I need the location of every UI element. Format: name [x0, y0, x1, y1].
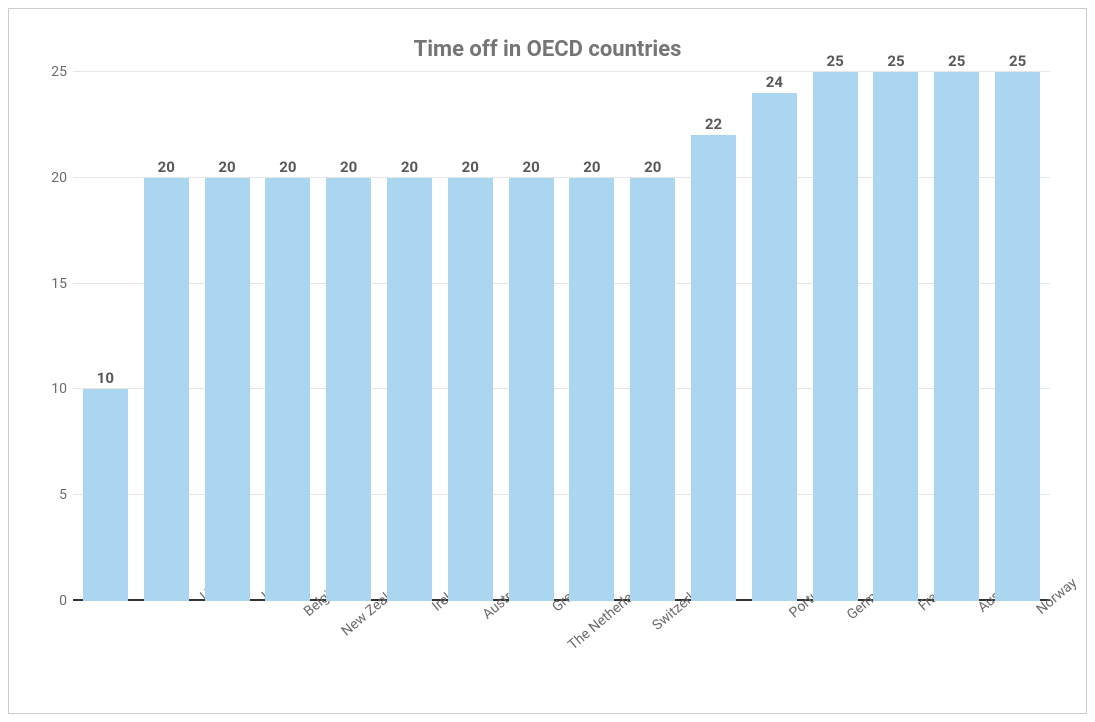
- bar-slot: 25: [866, 72, 927, 601]
- bar: 20: [387, 178, 432, 601]
- bar-value-label: 20: [218, 158, 235, 176]
- bar-slot: 22: [683, 72, 744, 601]
- bar: 20: [448, 178, 493, 601]
- x-axis-spacer: [37, 601, 73, 713]
- bar-slot: 20: [318, 72, 379, 601]
- x-label-slot: The Netherlands: [501, 601, 562, 713]
- bar-value-label: 20: [279, 158, 296, 176]
- bar-value-label: 20: [583, 158, 600, 176]
- bar-slot: 10: [75, 72, 136, 601]
- x-label-slot: Germany: [744, 601, 805, 713]
- x-label-slot: Australia: [379, 601, 440, 713]
- bars-group: 10202020202020202020222425252525: [73, 72, 1050, 601]
- bar: 25: [873, 72, 918, 601]
- bar-value-label: 10: [97, 369, 114, 387]
- x-label-slot: UK: [622, 601, 683, 713]
- chart-frame: Time off in OECD countries 0 5 10 15 20 25 10…: [8, 8, 1087, 714]
- bar-slot: 25: [926, 72, 987, 601]
- bar-slot: 20: [622, 72, 683, 601]
- bar: 24: [752, 93, 797, 601]
- bar: 20: [326, 178, 371, 601]
- bar-value-label: 22: [705, 115, 722, 133]
- bar-value-label: 20: [522, 158, 539, 176]
- bar-value-label: 25: [948, 52, 965, 70]
- bar: 20: [569, 178, 614, 601]
- x-axis: USAItalyBelgiumNew ZealandIrelandAustral…: [9, 601, 1086, 713]
- x-label-slot: France: [805, 601, 866, 713]
- x-label-slot: USA: [75, 601, 136, 713]
- x-label-slot: Switzerland: [562, 601, 623, 713]
- y-tick-label: 10: [51, 381, 67, 397]
- y-tick-label: 20: [51, 170, 67, 186]
- bar-slot: 25: [987, 72, 1048, 601]
- x-label-slot: Greece: [440, 601, 501, 713]
- bar-slot: 20: [197, 72, 258, 601]
- y-tick-label: 5: [59, 487, 67, 503]
- bar-value-label: 25: [887, 52, 904, 70]
- bar-slot: 20: [136, 72, 197, 601]
- y-axis: 0510152025: [37, 72, 73, 601]
- bar: 25: [995, 72, 1040, 601]
- x-label-slot: Austria: [866, 601, 927, 713]
- chart-container: Time off in OECD countries 0 5 10 15 20 25 10…: [0, 0, 1095, 722]
- x-label-slot: Norway: [926, 601, 987, 713]
- bar: 20: [265, 178, 310, 601]
- bar-slot: 25: [805, 72, 866, 601]
- x-label-slot: New Zealand: [257, 601, 318, 713]
- bar: 20: [509, 178, 554, 601]
- bar: 20: [630, 178, 675, 601]
- bar-slot: 24: [744, 72, 805, 601]
- plot-area: 10202020202020202020222425252525: [73, 72, 1050, 601]
- bar-value-label: 20: [158, 158, 175, 176]
- bar: 25: [934, 72, 979, 601]
- bar-value-label: 20: [340, 158, 357, 176]
- bar-value-label: 20: [401, 158, 418, 176]
- bar: 20: [144, 178, 189, 601]
- bar-value-label: 24: [766, 73, 783, 91]
- bar-value-label: 25: [1009, 52, 1026, 70]
- x-label-slot: Belgium: [197, 601, 258, 713]
- y-tick-label: 25: [51, 64, 67, 80]
- x-tick-label: Sweden: [980, 611, 1095, 713]
- x-label-slot: Italy: [136, 601, 197, 713]
- x-axis-labels: USAItalyBelgiumNew ZealandIrelandAustral…: [73, 601, 1050, 713]
- y-tick-label: 15: [51, 276, 67, 292]
- bar: 22: [691, 135, 736, 601]
- bar-slot: 20: [562, 72, 623, 601]
- bar-value-label: 20: [644, 158, 661, 176]
- bar-value-label: 25: [827, 52, 844, 70]
- x-label-slot: Sweden: [987, 601, 1048, 713]
- bar: 25: [813, 72, 858, 601]
- plot-wrap: 0510152025 10202020202020202020222425252…: [9, 72, 1086, 601]
- bar-value-label: 20: [462, 158, 479, 176]
- bar: 10: [83, 389, 128, 601]
- chart-title: Time off in OECD countries: [9, 9, 1086, 72]
- bar: 20: [205, 178, 250, 601]
- x-label-slot: Portugal: [683, 601, 744, 713]
- bar-slot: 20: [440, 72, 501, 601]
- bar-slot: 20: [257, 72, 318, 601]
- y-tick-label: 0: [59, 593, 67, 609]
- bar-slot: 20: [501, 72, 562, 601]
- bar-slot: 20: [379, 72, 440, 601]
- x-label-slot: Ireland: [318, 601, 379, 713]
